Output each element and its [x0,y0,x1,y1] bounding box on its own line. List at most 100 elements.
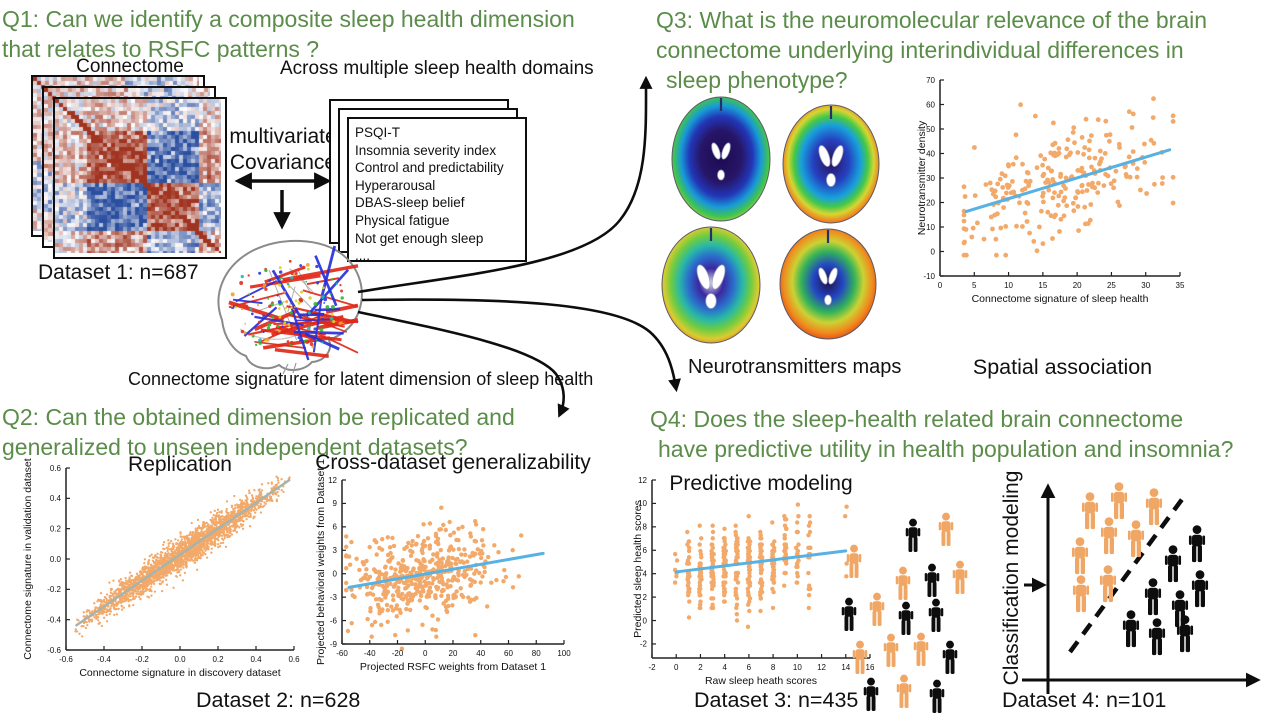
svg-text:30: 30 [1141,281,1150,290]
person-icon-black [1191,570,1209,608]
cross-dataset-title: Cross-dataset generalizability [315,451,591,474]
q3-line3: sleep phenotype? [666,67,848,93]
dataset4-label: Dataset 4: n=101 [1002,688,1167,712]
svg-text:12: 12 [328,476,337,485]
q4-heading: Q4: Does the sleep-health related brain … [650,404,1233,464]
svg-text:50: 50 [926,125,935,134]
svg-text:6: 6 [747,663,752,672]
person-icon-black [1144,578,1162,616]
svg-text:0.4: 0.4 [50,494,62,503]
person-icon-black [1188,525,1206,563]
svg-text:14: 14 [841,663,850,672]
person-icon-orange [1100,517,1118,555]
svg-text:20: 20 [926,198,935,207]
person-icon-black [898,601,914,635]
covariance-line2: Covariance [229,151,337,174]
svg-text:30: 30 [926,174,935,183]
svg-text:10: 10 [638,499,647,508]
person-icon-black [1148,618,1166,656]
svg-text:-0.2: -0.2 [135,655,149,664]
svg-text:0.0: 0.0 [174,655,186,664]
classification-diagram [841,482,1261,713]
svg-text:Projected behavioral weights f: Projected behavioral weights from Datase… [315,459,327,665]
q3-heading: Q3: What is the neuromolecular relevance… [656,5,1207,95]
across-domains-label: Across multiple sleep health domains [280,58,594,79]
person-icon-orange [883,633,899,667]
q1-line1: Q1: Can we identify a composite sleep he… [2,6,575,32]
person-icon-black [1176,615,1194,653]
covariance-line1: multivariate [229,125,337,148]
svg-text:10: 10 [926,223,935,232]
q2-line2: generalized to unseen independent datase… [2,434,468,460]
neurotransmitter-maps-image [661,96,880,344]
replication-title: Replication [128,453,232,476]
svg-text:Connectome signature in valida: Connectome signature in validation datas… [22,458,34,659]
svg-text:0: 0 [674,663,679,672]
person-icon-black [942,640,958,674]
spatial-association-label: Spatial association [972,355,1153,379]
svg-text:8: 8 [643,523,648,532]
svg-text:2: 2 [643,593,648,602]
svg-text:0.6: 0.6 [50,464,62,473]
svg-text:0.2: 0.2 [50,524,62,533]
sleep-domain-item: Control and predictability [355,160,504,176]
svg-text:0.0: 0.0 [50,555,62,564]
person-icon-black [1171,590,1189,628]
svg-text:70: 70 [926,76,935,85]
svg-text:40: 40 [476,649,485,658]
svg-text:2: 2 [698,663,703,672]
svg-text:-20: -20 [392,649,404,658]
svg-text:40: 40 [926,149,935,158]
pet-brain-map [779,228,877,340]
svg-text:-0.6: -0.6 [47,646,61,655]
person-icon-orange [1110,482,1128,520]
person-icon-orange [895,566,911,600]
svg-text:-3: -3 [330,593,338,602]
svg-text:Connectome signature in discov: Connectome signature in discovery datase… [79,667,280,679]
svg-text:6: 6 [333,523,338,532]
svg-text:4: 4 [643,569,648,578]
svg-text:20: 20 [1073,281,1082,290]
q3-line2: connectome underlying interindividual di… [656,37,1184,63]
svg-text:3: 3 [333,546,338,555]
sleep-domain-item: DBAS-sleep belief [355,195,465,211]
svg-text:15: 15 [1038,281,1047,290]
svg-text:Raw sleep heath scores: Raw sleep heath scores [705,675,817,687]
connectome-matrix-front [53,97,227,259]
person-icon-orange [1081,492,1099,530]
svg-text:-2: -2 [640,640,648,649]
cross-dataset-plot: -60 -40 -20 0 20 40 60 80 100-9-6-3036912Project… [315,459,571,673]
q2-heading: Q2: Can the obtained dimension be replic… [2,402,515,462]
person-icon-orange [1127,520,1145,558]
svg-text:8: 8 [771,663,776,672]
sleep-domain-item: Physical fatigue [355,212,450,228]
svg-text:0: 0 [643,616,648,625]
svg-text:4: 4 [722,663,727,672]
svg-text:9: 9 [333,499,338,508]
svg-text:-10: -10 [923,272,935,281]
svg-text:-6: -6 [330,616,338,625]
person-icon-orange [952,560,968,594]
svg-text:5: 5 [972,281,977,290]
person-icon-orange [1071,537,1089,575]
q2-line1: Q2: Can the obtained dimension be replic… [2,404,515,430]
svg-text:16: 16 [866,663,875,672]
connectome-label: Connectome [76,56,184,77]
q1-line2: that relates to RSFC patterns ? [2,36,320,62]
sleep-domain-item: Hyperarousal [355,177,436,193]
svg-text:35: 35 [1176,281,1185,290]
sleep-domain-item: .... [355,248,371,264]
person-icon-orange [1072,575,1090,613]
svg-text:-2: -2 [648,663,656,672]
svg-text:100: 100 [557,649,571,658]
spatial-association-plot: 0 5 10 15 20 25 30 35-10010203040506070Connecto… [916,76,1185,305]
svg-text:60: 60 [926,100,935,109]
classification-modeling-label: Classification modeling [1000,470,1023,686]
svg-text:Neurotransmitter density: Neurotransmitter density [916,120,928,235]
svg-text:0: 0 [423,649,428,658]
person-icon-black [1122,610,1140,648]
person-icon-orange [938,512,954,546]
pet-brain-map [782,104,880,224]
dataset1-label: Dataset 1: n=687 [38,261,199,284]
